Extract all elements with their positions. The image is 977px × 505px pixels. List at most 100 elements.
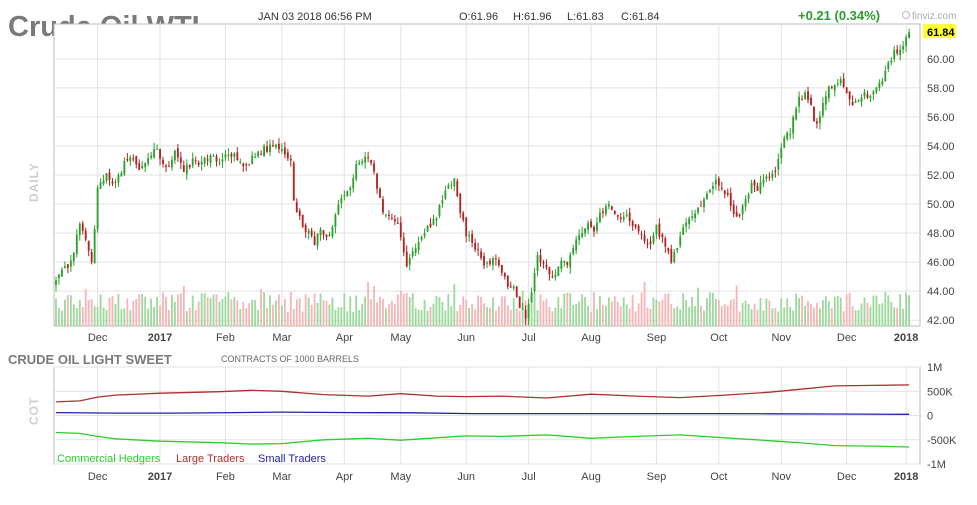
candle-body — [700, 205, 702, 207]
candle-body — [554, 274, 557, 278]
volume-bar — [322, 300, 325, 326]
volume-bar — [150, 298, 153, 326]
candle-body — [114, 181, 117, 183]
volume-bar — [756, 309, 759, 326]
volume-bar — [376, 302, 378, 326]
volume-bar — [813, 307, 815, 326]
volume-bar — [468, 308, 471, 326]
volume-bar — [239, 308, 242, 326]
candle-body — [251, 155, 254, 165]
cot-subtitle: CONTRACTS OF 1000 BARRELS — [221, 354, 359, 364]
volume-bar — [212, 294, 215, 326]
candle-body — [643, 235, 646, 242]
candle-body — [798, 96, 801, 107]
cot-date-tick-label: 2017 — [148, 471, 172, 483]
candle-body — [328, 234, 331, 236]
candle-body — [827, 86, 830, 99]
volume-bar — [759, 297, 762, 326]
candle-body — [307, 230, 310, 234]
volume-bar — [816, 302, 818, 326]
volume-bar — [132, 300, 135, 326]
candle-body — [206, 159, 209, 161]
volume-bar — [821, 300, 824, 326]
candle-body — [810, 97, 812, 105]
volume-bar — [450, 306, 453, 326]
finviz-logo[interactable]: finviz.com — [902, 11, 957, 22]
candle-body — [444, 190, 447, 199]
volume-bar — [833, 296, 836, 326]
candle-body — [72, 252, 75, 262]
candle-body — [557, 266, 560, 277]
volume-bar — [590, 311, 592, 326]
candle-body — [777, 158, 780, 170]
volume-bar — [741, 303, 744, 326]
price-tick-label: 50.00 — [927, 199, 955, 211]
volume-bar — [613, 296, 616, 326]
candle-body — [762, 179, 765, 184]
volume-bar — [869, 306, 872, 326]
volume-bar — [860, 303, 863, 326]
candle-body — [649, 241, 652, 245]
price-tick-label: 52.00 — [927, 170, 955, 182]
volume-bar — [343, 293, 346, 326]
volume-bar — [280, 305, 283, 326]
volume-bar — [646, 307, 649, 326]
candle-body — [893, 49, 896, 59]
volume-bar — [337, 307, 340, 326]
volume-bar — [162, 292, 164, 326]
volume-bar — [123, 308, 126, 326]
volume-bar — [875, 295, 878, 326]
volume-bar — [72, 304, 75, 326]
volume-bar — [230, 299, 233, 326]
cot-tick-label: 1M — [927, 362, 942, 374]
volume-bar — [765, 298, 768, 326]
volume-bar — [340, 307, 343, 326]
volume-bar — [402, 293, 405, 326]
volume-bar — [257, 309, 260, 326]
candle-body — [203, 157, 206, 164]
volume-bar — [560, 307, 563, 326]
candle-body — [905, 37, 908, 47]
volume-bar — [619, 306, 622, 326]
volume-bar — [328, 304, 331, 326]
volume-bar — [87, 299, 90, 326]
volume-bar — [771, 308, 774, 326]
volume-bar — [723, 304, 726, 326]
volume-bar — [399, 290, 402, 326]
candle-body — [807, 91, 809, 100]
candle-body — [884, 70, 887, 82]
candle-body — [688, 218, 691, 225]
volume-bar — [762, 310, 765, 326]
candle-body — [191, 158, 194, 166]
candle-body — [218, 162, 221, 164]
volume-bar — [111, 296, 114, 326]
candle-body — [319, 228, 322, 236]
volume-bar — [263, 292, 265, 326]
candle-body — [830, 86, 833, 89]
volume-bar — [480, 296, 482, 326]
candle-body — [370, 160, 373, 163]
volume-bar — [197, 301, 200, 326]
volume-bar — [331, 297, 334, 326]
candle-body — [340, 198, 343, 204]
candle-body — [509, 286, 512, 288]
candle-body — [563, 260, 566, 263]
volume-bar — [845, 294, 848, 326]
candle-body — [61, 269, 63, 277]
volume-bar — [673, 308, 676, 326]
price-tick-label: 42.00 — [927, 315, 955, 327]
price-tick-label: 46.00 — [927, 257, 955, 269]
candle-body — [260, 153, 263, 155]
volume-bar — [135, 298, 138, 326]
volume-bar — [548, 306, 551, 326]
candle-body — [685, 222, 688, 227]
volume-bar — [896, 307, 899, 326]
volume-bar — [355, 295, 358, 326]
candle-body — [162, 159, 164, 165]
candle-body — [601, 211, 604, 214]
volume-bar — [382, 298, 384, 326]
volume-bar — [631, 294, 634, 326]
candle-body — [286, 152, 289, 159]
cot-gridlines — [54, 366, 920, 465]
volume-bar — [426, 310, 429, 326]
